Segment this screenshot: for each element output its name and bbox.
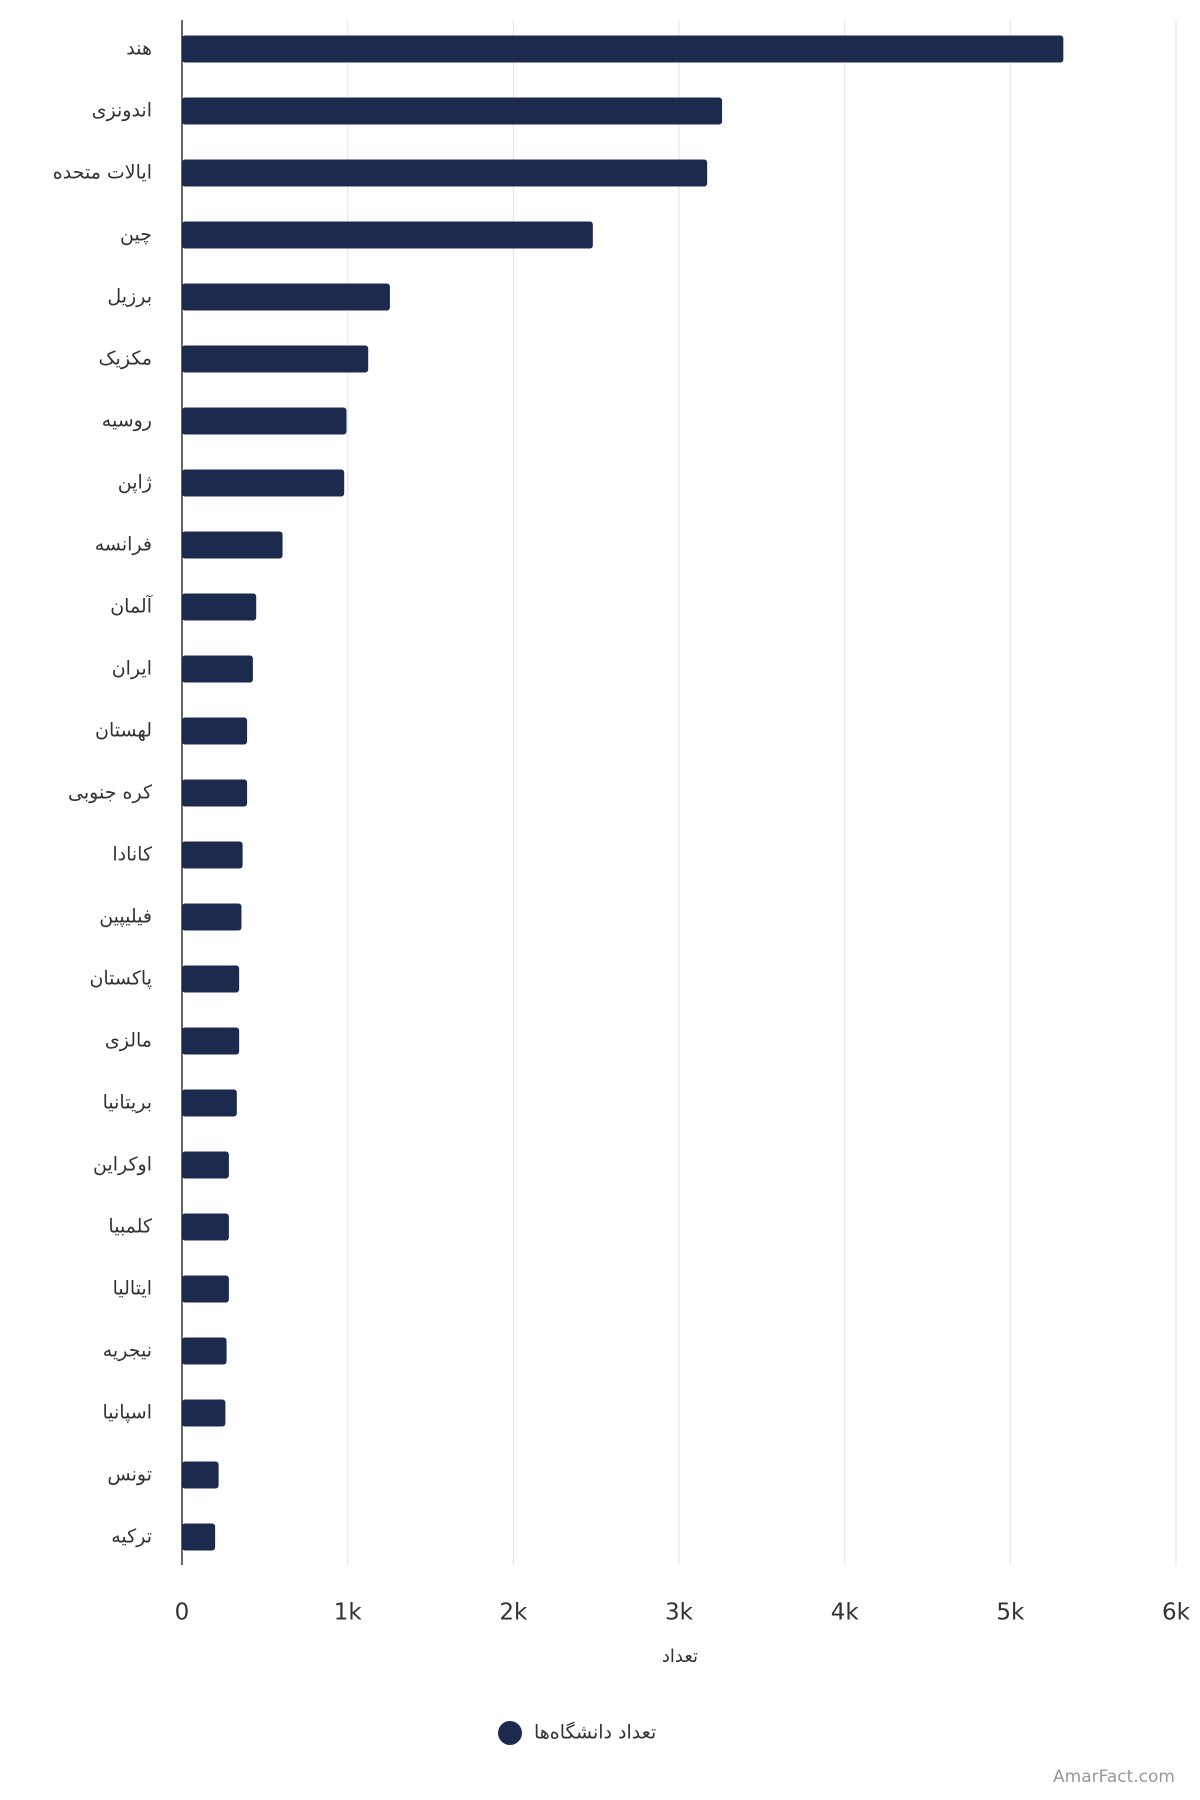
y-tick-label: فیلیپین — [99, 906, 152, 928]
bar — [182, 1523, 216, 1551]
y-tick-label: اندونزی — [92, 100, 152, 122]
bar — [182, 283, 390, 311]
x-tick-label: 1k — [334, 1600, 363, 1626]
bar — [182, 159, 708, 187]
y-tick-label: تونس — [107, 1464, 152, 1486]
y-tick-label: کانادا — [112, 844, 153, 866]
x-tick-label: 0 — [175, 1600, 190, 1626]
bar — [182, 1089, 237, 1117]
bar — [182, 1337, 227, 1365]
bar — [182, 903, 242, 931]
bar — [182, 469, 345, 497]
y-tick-label: برزیل — [107, 286, 152, 308]
x-tick-label: 3k — [665, 1600, 694, 1626]
y-tick-label: اسپانیا — [102, 1402, 152, 1424]
bar — [182, 531, 283, 559]
bar — [182, 1151, 229, 1179]
y-tick-label: ژاپن — [118, 472, 152, 494]
bar — [182, 1027, 240, 1055]
y-tick-label: بریتانیا — [103, 1092, 152, 1114]
y-tick-label: مالزی — [105, 1030, 152, 1052]
bar — [182, 345, 369, 373]
y-tick-label: اوکراین — [93, 1154, 152, 1176]
bar — [182, 1399, 226, 1427]
bar — [182, 1275, 229, 1303]
x-tick-label: 4k — [831, 1600, 860, 1626]
y-tick-label: روسیه — [102, 410, 152, 432]
bar — [182, 717, 248, 745]
legend-marker — [498, 1721, 522, 1745]
bar — [182, 1213, 229, 1241]
y-tick-label: لهستان — [95, 720, 152, 742]
y-tick-label: چین — [120, 224, 152, 246]
bar — [182, 1461, 219, 1489]
y-tick-label: ایتالیا — [113, 1278, 152, 1300]
bar — [182, 841, 243, 869]
x-tick-label: 6k — [1162, 1600, 1191, 1626]
bar — [182, 407, 347, 435]
bar — [182, 779, 248, 807]
x-tick-label: 5k — [996, 1600, 1025, 1626]
bar — [182, 35, 1064, 63]
x-axis-title: تعداد — [662, 1646, 698, 1667]
x-tick-label: 2k — [499, 1600, 528, 1626]
bar — [182, 593, 257, 621]
y-tick-label: ایران — [112, 658, 152, 680]
y-tick-label: کلمبیا — [108, 1216, 153, 1238]
bar — [182, 97, 723, 125]
y-tick-label: پاکستان — [89, 968, 152, 990]
bar — [182, 655, 253, 683]
y-tick-label: هند — [126, 38, 152, 60]
y-tick-label: کره جنوبی — [68, 782, 153, 804]
y-tick-label: فرانسه — [95, 534, 152, 556]
legend-label: تعداد دانشگاه‌ها — [534, 1721, 656, 1744]
bar — [182, 221, 593, 249]
bar — [182, 965, 240, 993]
y-tick-label: ترکیه — [111, 1526, 152, 1548]
y-tick-label: مکزیک — [99, 348, 152, 370]
watermark: AmarFact.com — [1053, 1767, 1175, 1787]
y-tick-label: ایالات متحده — [53, 162, 152, 184]
y-tick-label: نیجریه — [103, 1340, 152, 1362]
y-tick-label: آلمان — [110, 594, 153, 618]
